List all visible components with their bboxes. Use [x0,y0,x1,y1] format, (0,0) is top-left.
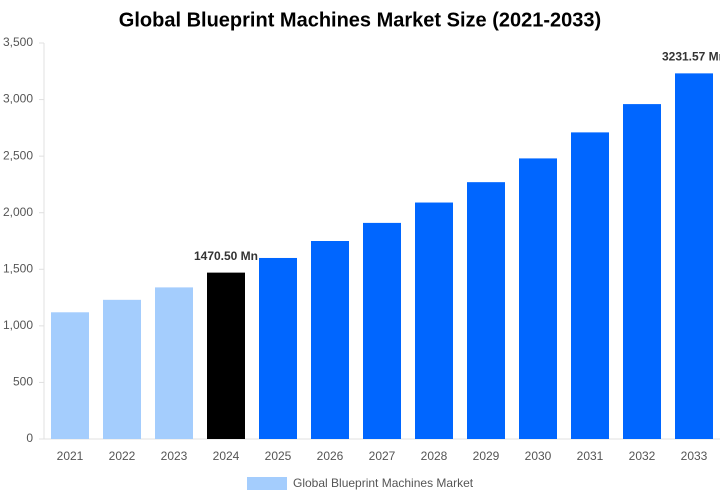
bar [675,73,713,439]
y-tick-label: 500 [13,375,33,389]
bar [51,312,89,439]
x-tick-label: 2029 [473,449,500,463]
bar [623,104,661,440]
y-tick-label: 2,000 [3,205,33,219]
legend-label: Global Blueprint Machines Market [293,476,474,490]
x-tick-label: 2031 [577,449,604,463]
bar [571,132,609,439]
x-tick-label: 2025 [265,449,292,463]
y-tick-label: 1,500 [3,261,33,275]
x-tick-label: 2026 [317,449,344,463]
bar [311,241,349,439]
bar [155,287,193,439]
x-tick-label: 2028 [421,449,448,463]
data-label: 1470.50 Mn [194,249,258,263]
x-tick-label: 2024 [213,449,240,463]
x-tick-label: 2027 [369,449,396,463]
y-tick-label: 2,500 [3,148,33,162]
y-tick-label: 0 [26,431,33,445]
x-tick-label: 2033 [681,449,708,463]
bar [415,202,453,439]
y-tick-label: 3,000 [3,92,33,106]
chart-title: Global Blueprint Machines Market Size (2… [119,9,601,31]
bar [103,299,141,439]
x-tick-label: 2030 [525,449,552,463]
x-tick-label: 2023 [161,449,188,463]
bar [467,182,505,439]
x-tick-label: 2022 [109,449,136,463]
bar [207,272,245,439]
x-tick-label: 2032 [629,449,656,463]
bar [363,222,401,439]
legend-swatch [247,477,287,490]
data-label: 3231.57 Mn [662,50,720,64]
bar [519,158,557,440]
bar [259,257,297,439]
y-tick-label: 3,500 [3,35,33,49]
y-tick-label: 1,000 [3,318,33,332]
x-tick-label: 2021 [57,449,84,463]
